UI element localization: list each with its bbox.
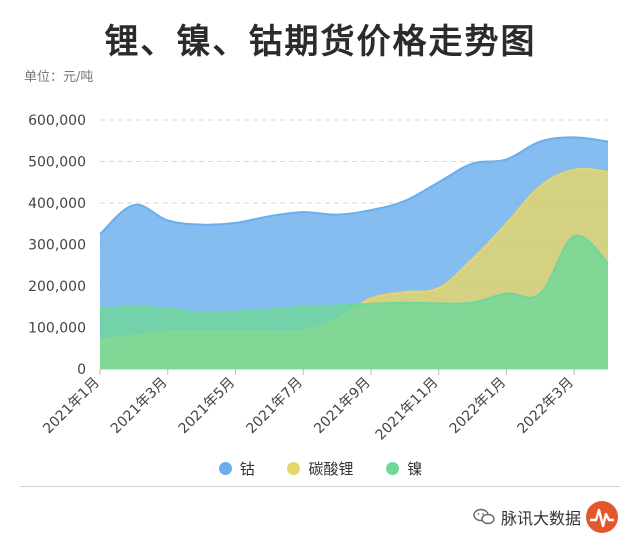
y-tick-label: 300,000 <box>28 238 86 254</box>
legend-dot-nickel <box>386 462 400 475</box>
legend-label-nickel: 镍 <box>407 460 423 478</box>
x-tick-label: 2021年3月 <box>108 375 171 438</box>
y-tick-label: 0 <box>77 362 86 378</box>
area-chart: 0 100,000 200,000 300,000 400,000 500,000 600,… <box>28 113 609 444</box>
y-tick-label: 100,000 <box>28 321 86 337</box>
divider <box>20 486 620 487</box>
area-cobalt-line <box>99 136 609 235</box>
legend-dot-cobalt <box>218 462 232 475</box>
watermark: 脉讯大数据 <box>473 500 619 534</box>
legend-label-cobalt: 钴 <box>239 460 255 478</box>
watermark-text: 脉讯大数据 <box>500 509 581 528</box>
x-tick-label: 2021年9月 <box>311 375 374 438</box>
y-tick-label: 400,000 <box>28 196 86 212</box>
wechat-icon <box>473 508 495 525</box>
x-tick-label: 2021年11月 <box>373 375 442 444</box>
legend: 钴 碳酸锂 镍 <box>0 458 641 479</box>
x-tick-label: 2021年5月 <box>176 375 239 438</box>
x-tick-label: 2022年3月 <box>514 375 577 438</box>
legend-item-nickel[interactable]: 镍 <box>386 458 422 479</box>
x-tick-label: 2022年1月 <box>447 375 510 438</box>
legend-item-lithium-carbonate[interactable]: 碳酸锂 <box>287 458 354 479</box>
area-nickel-line <box>99 234 609 315</box>
y-tick-label: 500,000 <box>28 155 86 171</box>
legend-item-cobalt[interactable]: 钴 <box>218 458 255 479</box>
x-tick-label: 2021年1月 <box>40 375 103 438</box>
legend-dot-lithium-carbonate <box>287 462 301 475</box>
area-nickel[interactable] <box>100 235 608 369</box>
y-tick-label: 600,000 <box>28 113 86 129</box>
chart-title: 锂、镍、钴期货价格走势图 <box>104 22 537 62</box>
logo-icon <box>586 501 618 533</box>
legend-label-lithium-carbonate: 碳酸锂 <box>308 460 354 478</box>
x-tick-label: 2021年7月 <box>243 375 306 438</box>
area-series <box>99 136 609 369</box>
y-tick-label: 200,000 <box>28 279 86 295</box>
unit-label: 单位：元/吨 <box>24 70 94 85</box>
